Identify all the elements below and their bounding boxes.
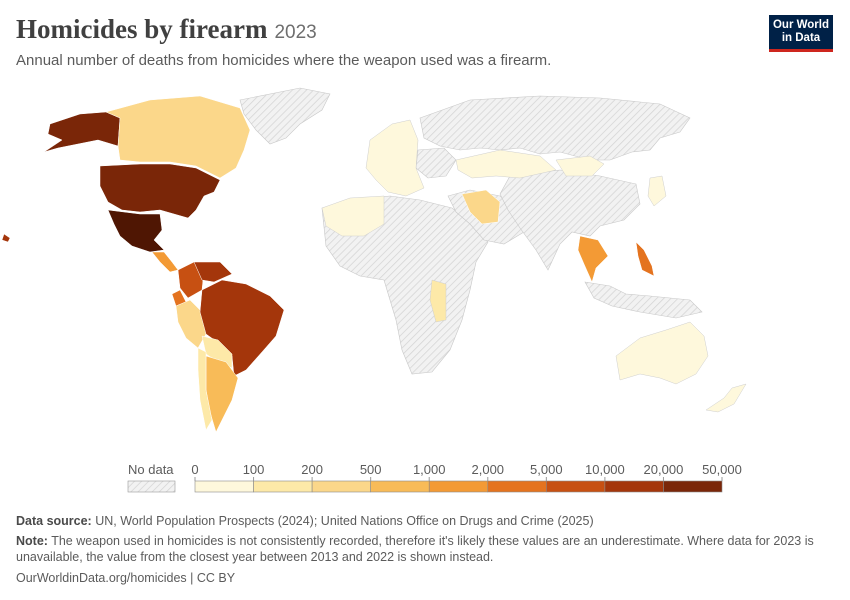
owid-logo[interactable]: Our World in Data [769,15,833,52]
title-row: Homicides by firearm 2023 [16,14,317,45]
legend-tick-label: 200 [301,462,323,477]
legend-swatch[interactable] [194,480,254,493]
chart-title: Homicides by firearm [16,14,268,44]
iran[interactable] [461,189,501,225]
new-zealand[interactable] [705,383,747,413]
russia[interactable] [419,95,691,161]
legend-swatch[interactable] [546,480,606,493]
africa-no-data[interactable] [321,195,489,375]
greenland[interactable] [239,87,331,145]
legend-tick-label: 500 [360,462,382,477]
logo-line-1: Our World [772,19,829,31]
note-text: The weapon used in homicides is not cons… [16,534,814,564]
china-india[interactable] [499,169,641,271]
western-europe[interactable] [365,119,425,197]
legend-swatch[interactable] [487,480,547,493]
legend-tick-label: 50,000 [702,462,742,477]
legend-swatch[interactable] [604,480,664,493]
tanzania-zambia[interactable] [429,279,447,323]
data-source-text[interactable]: UN, World Population Prospects (2024); U… [95,514,594,528]
legend-tick-label: 100 [243,462,265,477]
canada[interactable] [105,95,251,179]
japan[interactable] [647,175,667,207]
note-label: Note: [16,534,48,548]
legend-swatch[interactable] [311,480,371,493]
indonesia[interactable] [584,281,703,319]
world-map[interactable]: No data 0 100 200 500 1,000 2,000 5,000 10,000 2… [0,80,850,500]
central-america[interactable] [151,251,179,273]
thailand[interactable] [577,235,609,283]
legend-tick-label: 1,000 [413,462,446,477]
legend-tick-label: 2,000 [472,462,505,477]
alaska[interactable] [43,111,121,153]
logo-line-2: in Data [781,32,821,44]
north-africa[interactable] [321,195,385,237]
legend-no-data-label: No data [128,462,174,477]
kazakhstan-central-asia[interactable] [455,149,557,179]
legend-tick-label: 20,000 [644,462,684,477]
chart-subtitle: Annual number of deaths from homicides w… [16,52,552,69]
eastern-europe-no-data[interactable] [415,147,457,179]
brazil[interactable] [199,279,285,377]
philippines[interactable] [635,241,655,277]
legend-tick-label: 5,000 [530,462,563,477]
united-states[interactable] [99,163,221,219]
data-source: Data source: UN, World Population Prospe… [16,513,831,529]
mongolia[interactable] [555,155,605,177]
data-source-label: Data source: [16,514,92,528]
legend-swatch[interactable] [253,480,313,493]
legend-swatch[interactable] [370,480,430,493]
hawaii[interactable] [1,233,11,243]
venezuela[interactable] [193,261,233,283]
legend-tick-label: 10,000 [585,462,625,477]
source-url[interactable]: OurWorldinData.org/homicides | CC BY [16,571,236,585]
legend-swatch[interactable] [663,480,723,493]
mexico[interactable] [107,209,165,253]
peru[interactable] [175,299,207,349]
legend-color-scale: 0 100 200 500 1,000 2,000 5,000 10,000 20,000 50,… [191,462,742,493]
chart-year[interactable]: 2023 [274,22,317,43]
note: Note: The weapon used in homicides is no… [16,533,831,565]
legend-swatch[interactable] [428,480,489,493]
legend-no-data-swatch[interactable] [127,480,176,493]
australia[interactable] [615,321,709,385]
chile[interactable] [197,347,213,431]
legend-tick-label: 0 [191,462,198,477]
